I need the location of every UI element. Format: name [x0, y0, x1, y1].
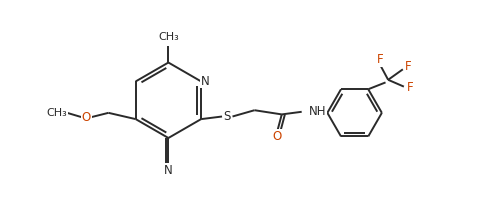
- Text: N: N: [164, 164, 173, 177]
- Text: NH: NH: [309, 105, 327, 118]
- Text: O: O: [82, 111, 91, 123]
- Text: CH₃: CH₃: [46, 108, 67, 118]
- Text: O: O: [272, 130, 281, 143]
- Text: F: F: [407, 81, 413, 94]
- Text: F: F: [405, 60, 412, 73]
- Text: S: S: [224, 110, 231, 123]
- Text: N: N: [201, 75, 209, 88]
- Text: CH₃: CH₃: [158, 32, 179, 42]
- Text: F: F: [377, 53, 384, 66]
